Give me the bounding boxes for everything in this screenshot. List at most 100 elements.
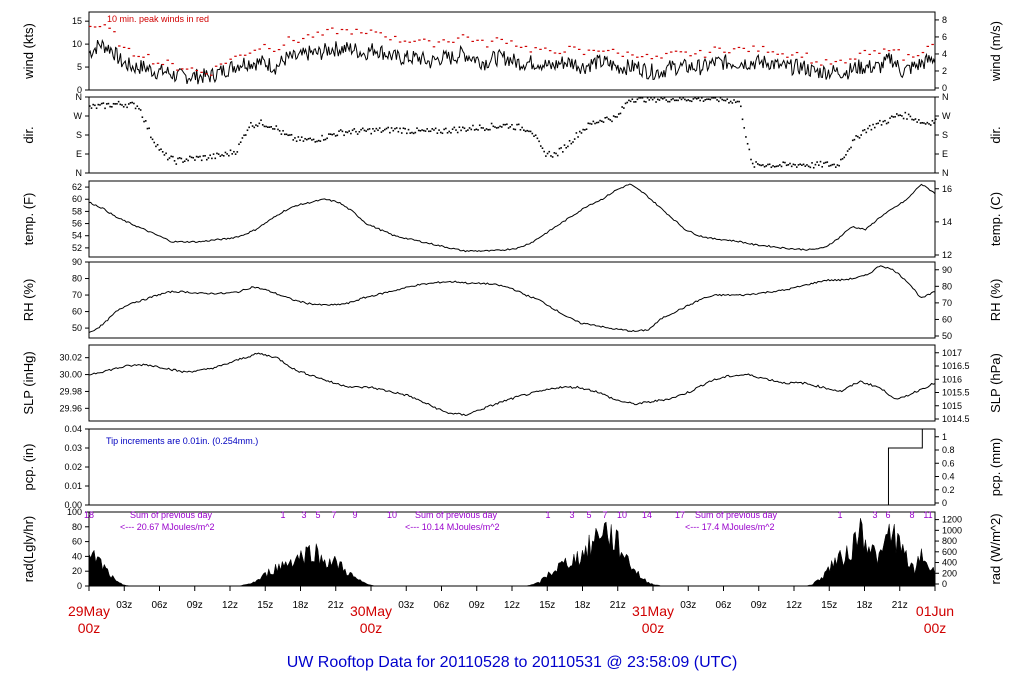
dir-point (239, 141, 242, 144)
pcp-rtick-label: 0.8 (942, 445, 955, 455)
dir-point (160, 148, 162, 151)
dir-point (846, 150, 849, 152)
dir-point (156, 143, 159, 146)
panel-temp: temp. (F) temp. (C) 52 54 56 58 60 62 12 14 16 (21, 180, 1003, 260)
dir-point (373, 130, 376, 132)
x-tick-label: 15z (539, 600, 555, 611)
dir-point (228, 154, 230, 157)
day-hour-label: 00z (642, 620, 665, 636)
dir-point (807, 165, 810, 168)
slp-rtick-label: 1015 (942, 401, 962, 411)
dir-point (857, 135, 859, 138)
panel-slp: SLP (inHg) SLP (hPa) 29.96 29.98 30.00 30.02 1… (21, 344, 1003, 424)
dir-point (751, 162, 754, 165)
rad-ytick-label: 20 (72, 566, 82, 576)
dir-point (134, 107, 137, 110)
dir-point (545, 155, 547, 157)
peak-wind-point (360, 32, 363, 34)
dir-point (712, 97, 715, 99)
dir-point (863, 129, 866, 131)
dir-point (282, 129, 284, 132)
peak-wind-point (577, 48, 581, 50)
dir-point (267, 126, 269, 128)
dir-point (434, 127, 437, 130)
dir-point (756, 163, 759, 165)
dir-point (570, 142, 573, 145)
dir-point (704, 99, 707, 101)
dir-point (307, 137, 310, 140)
day-label: 29May (68, 603, 110, 619)
rad-hour-label: 1 (280, 510, 285, 520)
dir-point (104, 107, 106, 110)
dir-point (775, 165, 778, 168)
peak-wind-point (529, 51, 533, 53)
dir-point (189, 155, 191, 158)
day-label: 01Jun (916, 603, 954, 619)
rad-hour-label: 17 (675, 510, 685, 520)
panel-rad: rad(Lgly/hr) rad (W/m^2)02040608010002004… (21, 507, 1003, 591)
peak-wind-point (243, 54, 247, 56)
dir-point (672, 97, 674, 100)
rh-rtick-label: 80 (942, 281, 952, 291)
dir-point (509, 126, 512, 128)
rh-series-line (88, 265, 935, 334)
dir-point (124, 103, 127, 106)
rad-ylabel-right: rad (W/m^2) (988, 513, 1003, 584)
dir-point (460, 129, 462, 132)
peak-wind-point (393, 35, 397, 38)
dir-point (935, 118, 937, 121)
peak-wind-point (93, 26, 97, 28)
dir-point (651, 98, 654, 101)
rad-ytick-label: 100 (67, 507, 82, 517)
dir-point (743, 127, 746, 129)
rad-rtick-label: 200 (942, 568, 957, 578)
rh-ytick-label: 70 (72, 290, 82, 300)
rh-ytick-label: 50 (72, 323, 82, 333)
dir-point (331, 133, 334, 136)
dir-point (911, 118, 913, 121)
dir-point (728, 102, 730, 104)
peak-wind-point (597, 50, 600, 52)
dir-point (587, 122, 590, 125)
dir-point (899, 114, 901, 117)
peak-wind-point (418, 39, 421, 41)
peak-wind-point (156, 62, 160, 64)
peak-wind-point (471, 40, 474, 43)
peak-wind-point (558, 52, 562, 55)
dir-point (845, 154, 847, 156)
dir-point (658, 99, 661, 101)
dir-point (234, 153, 237, 155)
dir-point (880, 124, 883, 126)
dir-point (597, 121, 600, 124)
slp-rtick-label: 1015.5 (942, 388, 970, 398)
dir-point (836, 164, 839, 166)
dir-point (724, 99, 727, 102)
slp-frame (88, 344, 936, 422)
dir-point (358, 130, 361, 133)
dir-point (517, 123, 520, 126)
peak-wind-point (224, 62, 228, 64)
peak-wind-point (176, 69, 179, 71)
dir-point (445, 127, 447, 130)
dir-point (546, 152, 549, 155)
rad-ytick-label: 0 (77, 581, 82, 591)
dir-point (370, 132, 373, 135)
dir-point (478, 124, 481, 127)
dir-rtick-label: S (942, 130, 948, 140)
dir-point (394, 127, 396, 130)
dir-point (126, 106, 128, 109)
dir-point (166, 158, 169, 161)
dir-point (122, 105, 125, 108)
dir-point (473, 129, 476, 131)
dir-point (773, 165, 776, 168)
dir-point (580, 132, 583, 134)
dir-point (258, 122, 261, 125)
peak-wind-point (592, 49, 595, 51)
rad-rtick-label: 800 (942, 536, 957, 546)
peak-wind-point (916, 55, 920, 57)
dir-point (731, 102, 734, 104)
rad-hour-label: 1 (837, 510, 842, 520)
dir-point (251, 125, 254, 127)
rad-rtick-label: 1200 (942, 515, 962, 525)
